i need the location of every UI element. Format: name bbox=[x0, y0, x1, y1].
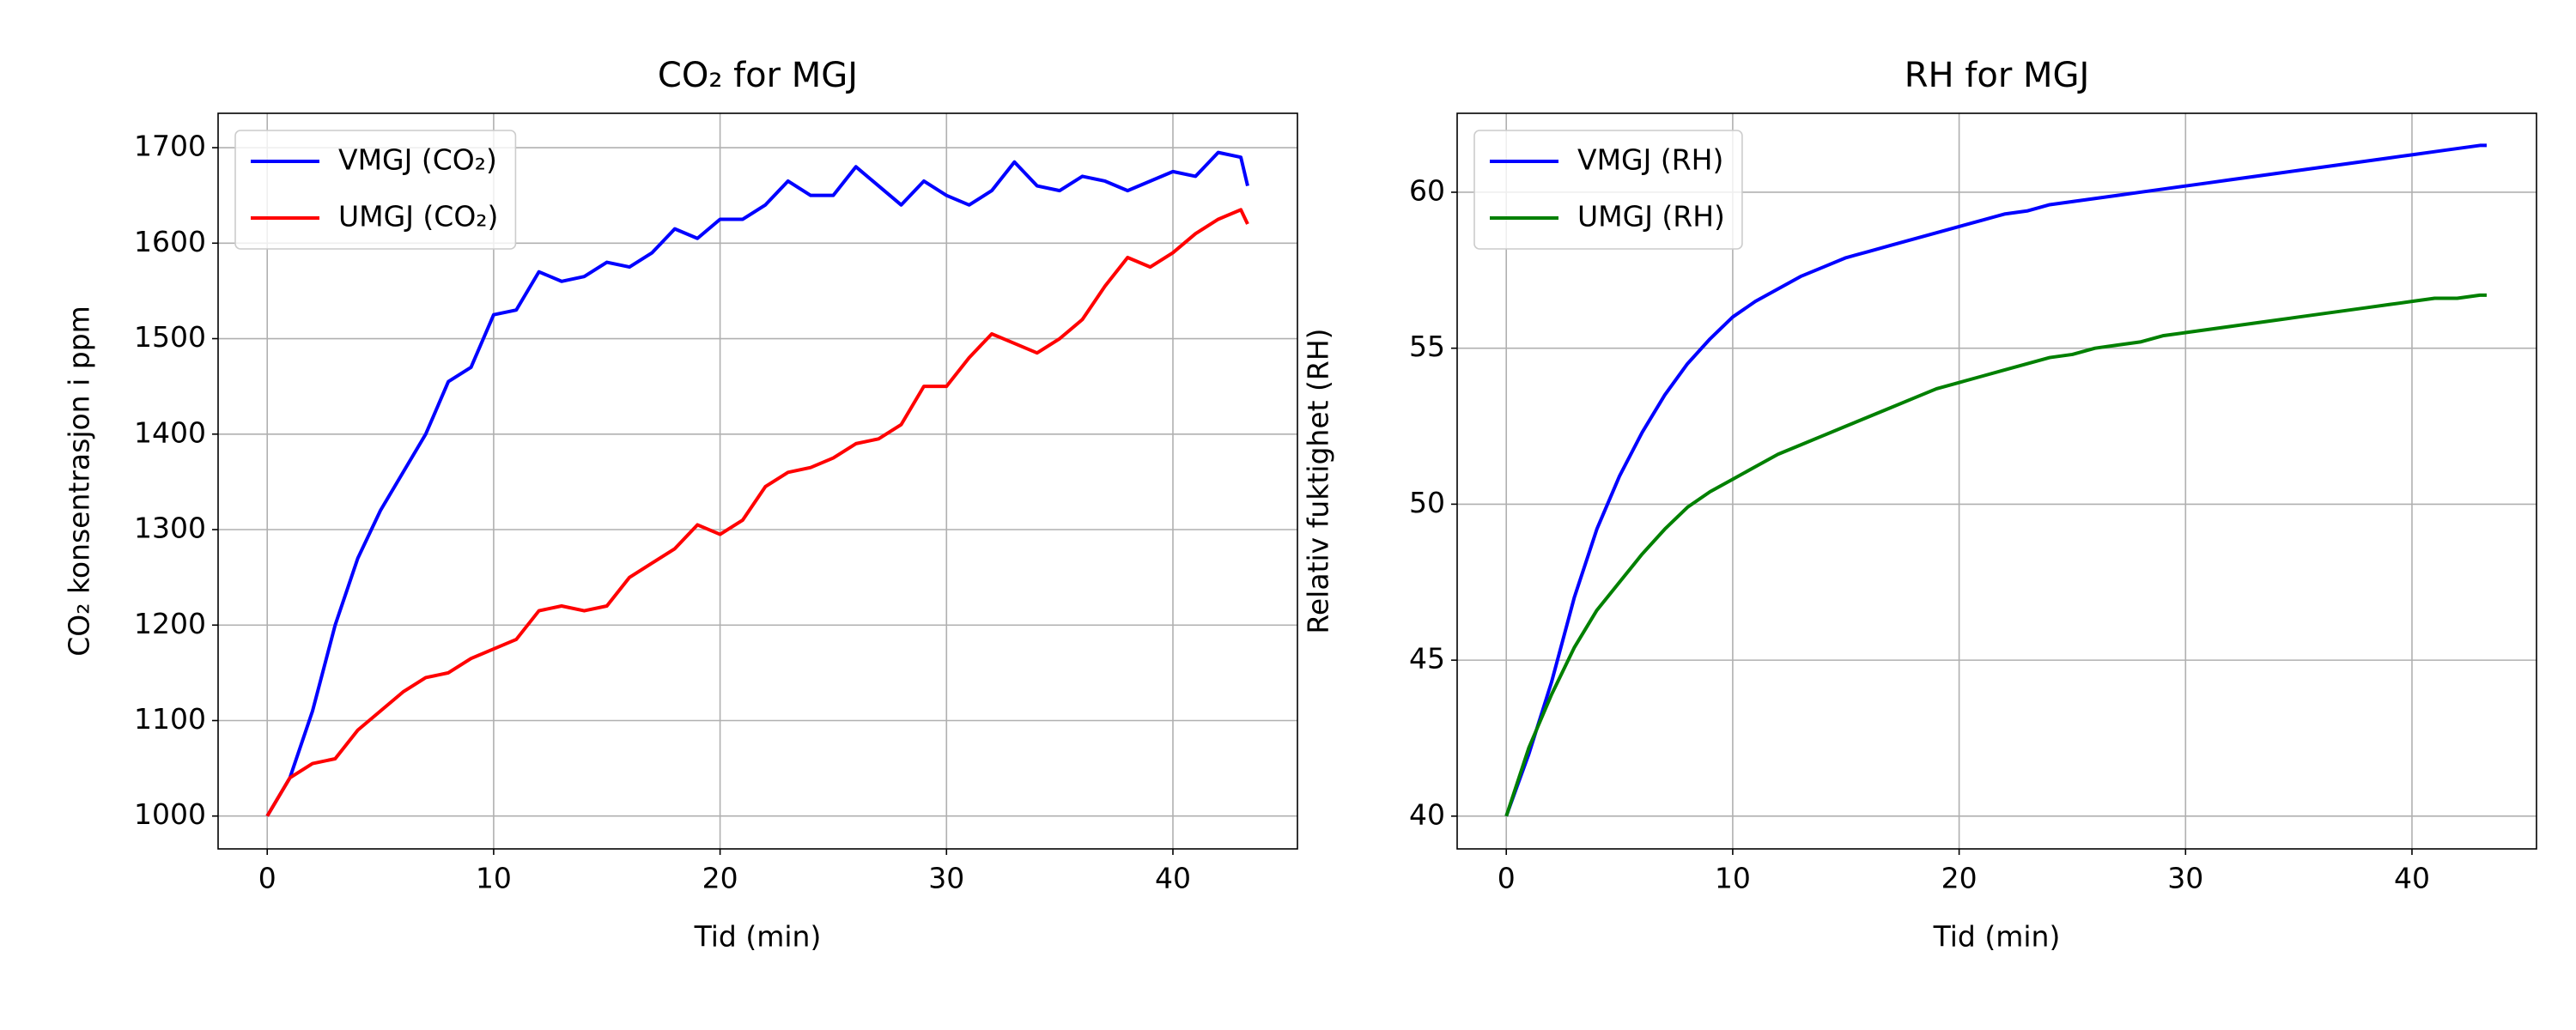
legend: VMGJ (CO₂) UMGJ (CO₂) bbox=[234, 130, 517, 250]
y-tick-label: 1500 bbox=[134, 320, 206, 354]
y-tick-label: 1200 bbox=[134, 607, 206, 640]
y-tick-label: 1400 bbox=[134, 415, 206, 449]
y-tick-label: 45 bbox=[1409, 642, 1445, 676]
legend-label: UMGJ (CO₂) bbox=[338, 200, 498, 233]
x-axis-label: Tid (min) bbox=[1933, 920, 2061, 954]
x-tick-label: 30 bbox=[928, 862, 964, 895]
y-tick-label: 1300 bbox=[134, 512, 206, 545]
y-tick-label: 1000 bbox=[134, 797, 206, 831]
x-axis-label: Tid (min) bbox=[694, 920, 822, 954]
y-axis-label: Relativ fuktighet (RH) bbox=[1302, 328, 1335, 633]
x-tick-label: 20 bbox=[702, 862, 738, 895]
legend-label: VMGJ (RH) bbox=[1577, 143, 1723, 177]
x-tick-label: 20 bbox=[1941, 862, 1978, 895]
y-tick-label: 50 bbox=[1409, 486, 1445, 519]
data-line bbox=[1504, 143, 2487, 817]
x-tick-label: 0 bbox=[258, 862, 276, 895]
x-tick-label: 10 bbox=[476, 862, 512, 895]
x-tick-label: 30 bbox=[2167, 862, 2203, 895]
legend-label: VMGJ (CO₂) bbox=[338, 143, 497, 177]
y-tick-label: 55 bbox=[1409, 330, 1445, 363]
legend: VMGJ (RH) UMGJ (RH) bbox=[1473, 130, 1743, 250]
data-line bbox=[265, 150, 1249, 817]
y-tick-label: 1100 bbox=[134, 702, 206, 736]
y-axis-label: CO₂ konsentrasjon i ppm bbox=[63, 306, 96, 657]
data-line bbox=[1504, 293, 2487, 817]
legend-label: UMGJ (RH) bbox=[1577, 200, 1725, 233]
chart-title: RH for MGJ bbox=[1905, 56, 2090, 95]
y-tick-label: 40 bbox=[1409, 797, 1445, 831]
plot-frame bbox=[1456, 112, 2537, 850]
y-tick-label: 1700 bbox=[134, 130, 206, 163]
x-tick-label: 40 bbox=[2394, 862, 2430, 895]
x-tick-label: 0 bbox=[1498, 862, 1516, 895]
y-tick-label: 60 bbox=[1409, 173, 1445, 207]
x-tick-label: 40 bbox=[1155, 862, 1191, 895]
data-line bbox=[265, 208, 1249, 817]
plot-frame bbox=[217, 112, 1298, 850]
x-tick-label: 10 bbox=[1715, 862, 1751, 895]
chart-title: CO₂ for MGJ bbox=[658, 56, 858, 95]
y-tick-label: 1600 bbox=[134, 225, 206, 258]
